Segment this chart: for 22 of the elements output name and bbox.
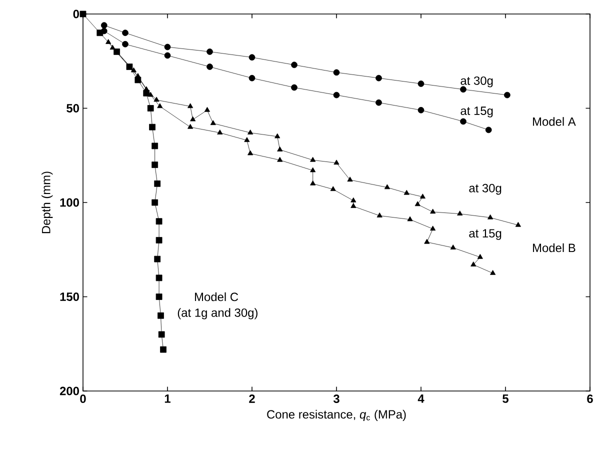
annotation: Model C: [195, 292, 238, 302]
annotation: Model B: [533, 243, 576, 252]
x-axis-title: Cone resistance, q$_{c}$ (MPa): [267, 410, 406, 421]
x-tick-label: 6: [587, 394, 593, 403]
x-tick-label: 4: [418, 394, 424, 403]
x-tick-label: 3: [333, 394, 340, 404]
y-tick-label: 200: [60, 386, 79, 396]
annotation: Model A: [533, 117, 576, 126]
annotation: at 30g: [469, 184, 502, 195]
y-axis-title: Depth (mm): [42, 172, 53, 234]
annotation: at 30g: [460, 76, 493, 88]
y-tick-label: 100: [60, 198, 79, 207]
y-tick-label: 150: [60, 292, 79, 301]
annotation: at 15g: [460, 106, 493, 118]
annotation: at 15g: [469, 229, 502, 240]
x-tick-label: 0: [80, 394, 86, 403]
annotation: (at 1g and 30g): [178, 308, 258, 320]
y-tick-label: 0: [73, 10, 79, 18]
x-tick-label: 2: [249, 394, 255, 403]
x-tick-label: 1: [164, 394, 170, 403]
x-tick-label: 5: [502, 394, 508, 403]
y-tick-label: 50: [66, 104, 79, 112]
